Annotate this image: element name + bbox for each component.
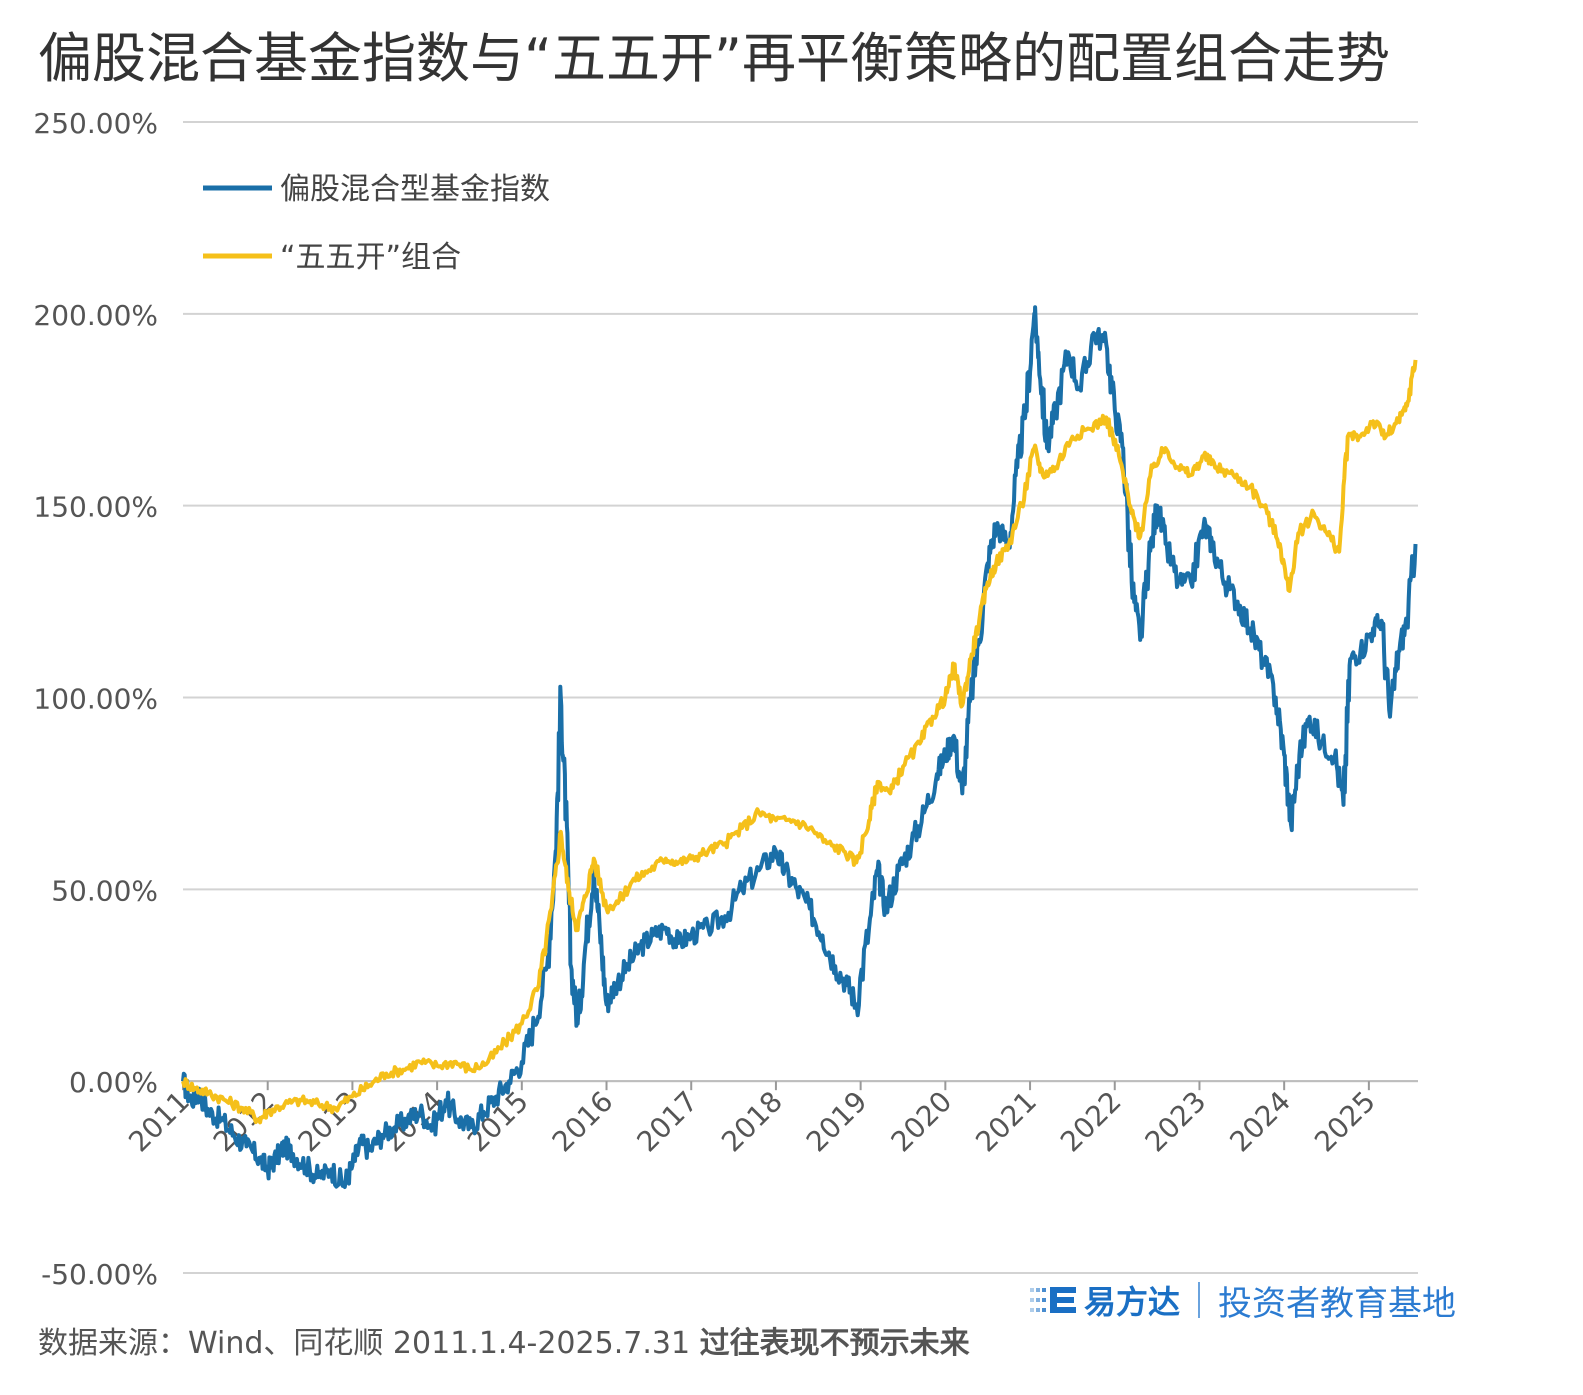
y-tick-label: 150.00%: [33, 491, 158, 524]
x-tick-label: 2019: [800, 1085, 874, 1159]
disclaimer-text: 过往表现不预示未来: [699, 1326, 970, 1361]
legend-label: 偏股混合型基金指数: [280, 172, 550, 207]
x-tick-label: 2025: [1308, 1085, 1382, 1159]
footer-source-note: 数据来源：Wind、同花顺 2011.1.4-2025.7.31 过往表现不预示…: [38, 1318, 970, 1362]
brand-name: 易方达: [1084, 1283, 1181, 1321]
brand-block: 易方达 投资者教育基地: [1030, 1276, 1456, 1324]
series-line-portfolio: [181, 359, 1418, 1125]
chart-title: 偏股混合基金指数与“五五开”再平衡策略的配置组合走势: [38, 27, 1390, 90]
brand-divider: [1198, 1282, 1201, 1318]
x-axis-ticks: 2011 2012 2013 2014 2015 2016 2017 2018 2019 2020…: [122, 1081, 1382, 1159]
x-tick-label: 2020: [885, 1085, 959, 1159]
efunds-logo-icon: [1030, 1285, 1078, 1315]
x-tick-label: 2021: [969, 1085, 1043, 1159]
grid-lines: [183, 121, 1418, 1274]
y-tick-label: 100.00%: [33, 683, 158, 716]
y-tick-label: 250.00%: [33, 107, 158, 140]
legend-label: “五五开”组合: [280, 240, 461, 275]
y-tick-label: 200.00%: [33, 299, 158, 332]
y-tick-label: 50.00%: [51, 874, 158, 907]
x-tick-label: 2024: [1223, 1085, 1297, 1159]
data-source-text: 数据来源：Wind、同花顺 2011.1.4-2025.7.31: [38, 1326, 691, 1361]
x-tick-label: 2023: [1139, 1085, 1213, 1159]
x-tick-label: 2016: [546, 1085, 620, 1159]
y-tick-label: -50.00%: [41, 1258, 158, 1291]
legend: 偏股混合型基金指数 “五五开”组合: [203, 172, 550, 275]
brand-slogan: 投资者教育基地: [1218, 1283, 1457, 1324]
y-tick-label: 0.00%: [69, 1066, 158, 1099]
x-tick-label: 2017: [630, 1085, 704, 1159]
series-lines: [181, 305, 1418, 1189]
series-line-index: [181, 305, 1418, 1189]
x-tick-label: 2014: [376, 1085, 450, 1159]
x-tick-label: 2018: [715, 1085, 789, 1159]
y-axis-ticks: -50.00% 0.00% 50.00% 100.00% 150.00% 200.00% 2…: [33, 107, 158, 1291]
x-tick-label: 2022: [1054, 1085, 1128, 1159]
